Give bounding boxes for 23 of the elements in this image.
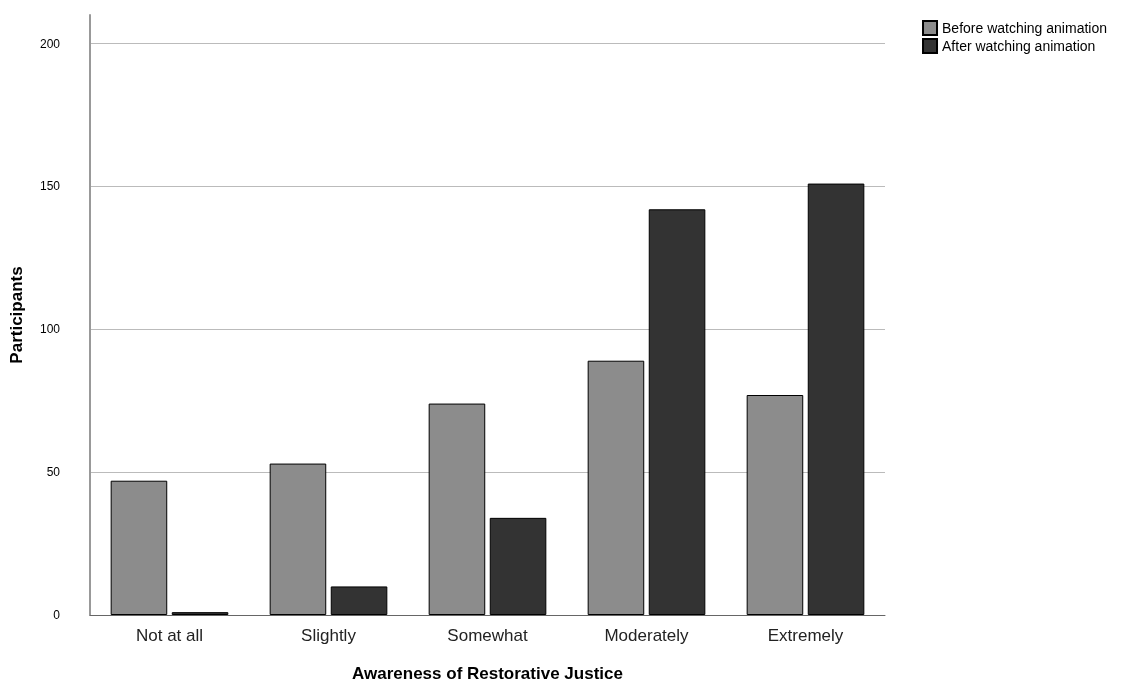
y-tick-label: 200 bbox=[39, 36, 61, 51]
y-tick-label: 150 bbox=[39, 179, 61, 194]
x-tick-label: Moderately bbox=[604, 626, 690, 645]
y-axis-title: Participants bbox=[7, 266, 26, 364]
bar bbox=[807, 183, 865, 615]
bar bbox=[489, 517, 547, 615]
x-tick-label: Extremely bbox=[767, 626, 844, 645]
y-tick-label: 100 bbox=[39, 322, 61, 337]
bar bbox=[428, 403, 486, 615]
bar bbox=[648, 209, 706, 615]
legend-label: Before watching animation bbox=[942, 20, 1108, 36]
x-axis-title: Awareness of Restorative Justice bbox=[352, 664, 623, 683]
legend-label: After watching animation bbox=[942, 38, 1096, 54]
y-tick-label: 50 bbox=[46, 465, 61, 480]
x-tick-label: Not at all bbox=[135, 626, 204, 645]
bar bbox=[587, 360, 645, 615]
bar bbox=[110, 480, 168, 615]
x-tick-label: Slightly bbox=[301, 626, 357, 645]
bar bbox=[746, 395, 804, 615]
bar bbox=[269, 463, 327, 615]
y-tick-label: 0 bbox=[53, 608, 61, 622]
bar bbox=[330, 586, 388, 615]
x-tick-label: Somewhat bbox=[447, 626, 528, 645]
